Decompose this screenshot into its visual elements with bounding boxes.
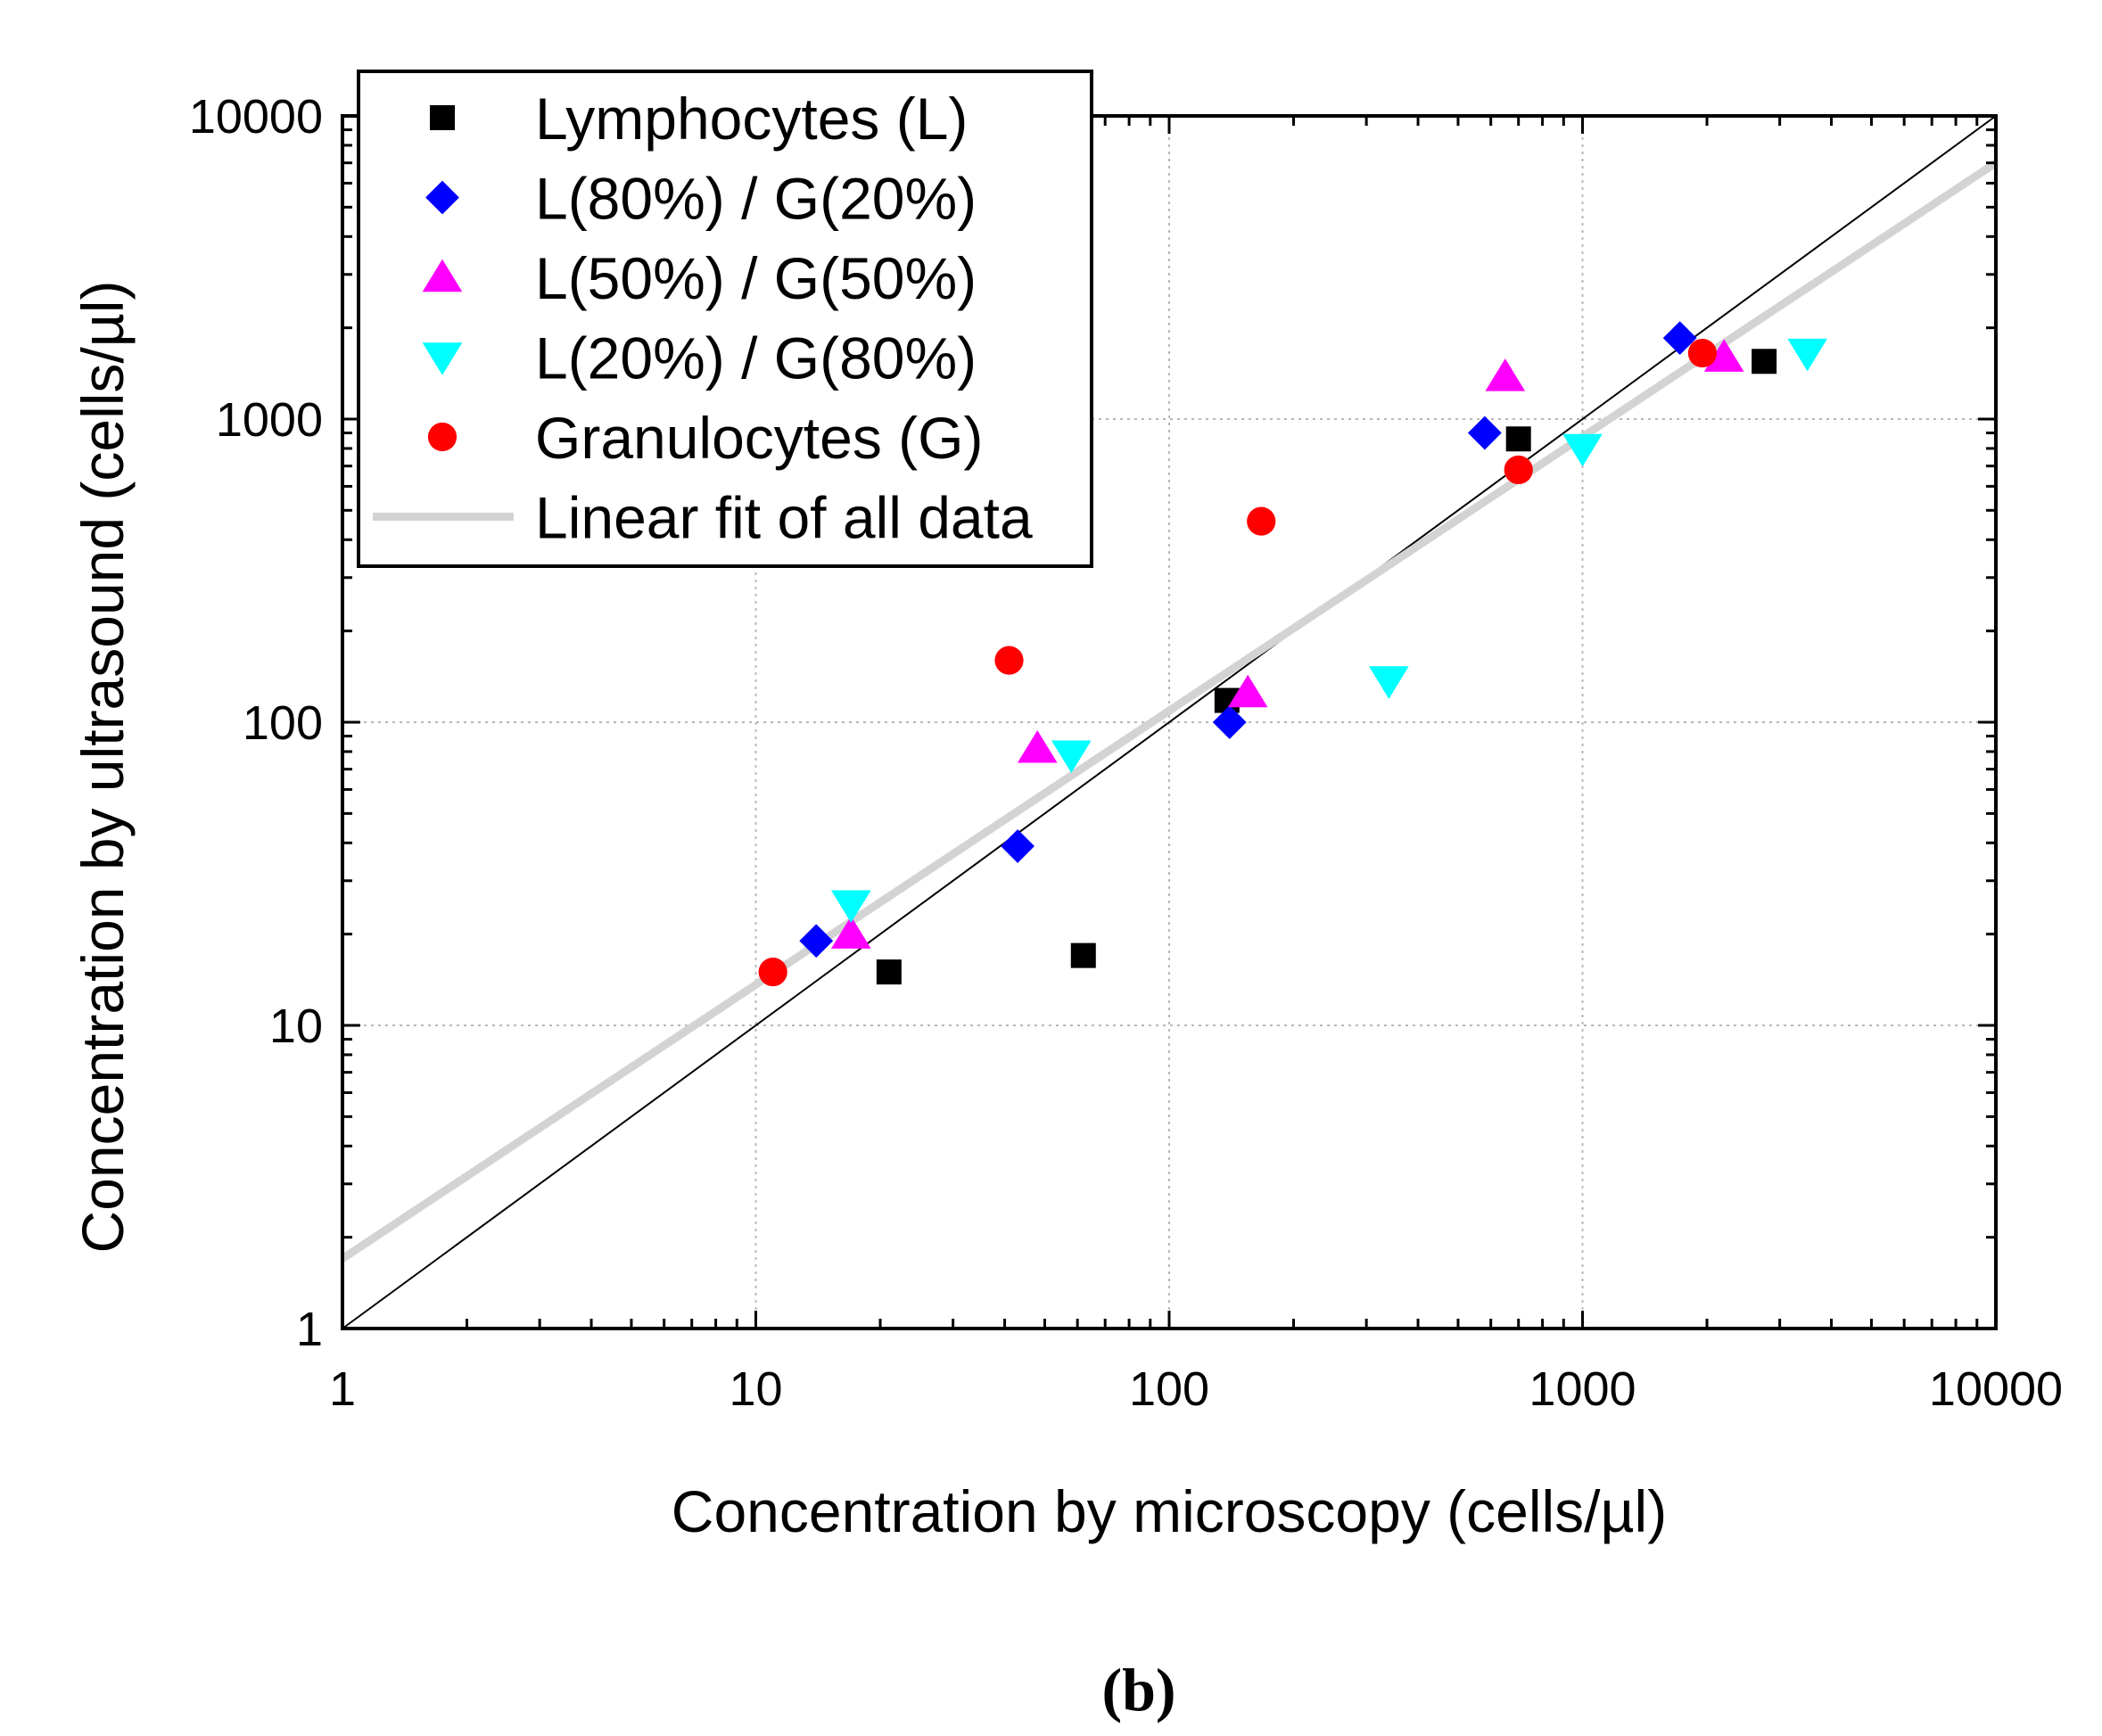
data-point-square — [1505, 426, 1531, 452]
y-tick-label: 10000 — [189, 90, 323, 144]
data-point-triangle-up — [1485, 358, 1526, 391]
legend-label: L(80%) / G(20%) — [535, 166, 977, 232]
x-tick-label: 100 — [1129, 1362, 1209, 1416]
data-point-diamond — [1212, 705, 1247, 739]
axis-ticks — [341, 116, 1996, 1330]
legend-label: Linear fit of all data — [535, 485, 1033, 551]
data-point-square — [876, 959, 902, 985]
data-point-square — [1070, 942, 1096, 968]
y-tick-label: 10 — [269, 1000, 323, 1053]
identity-line — [342, 115, 1997, 1329]
legend-marker-square — [430, 105, 455, 130]
data-point-circle — [994, 646, 1024, 675]
legend-marker-triangle-up — [422, 259, 463, 292]
data-points — [758, 321, 1828, 987]
data-point-triangle-up — [1227, 674, 1268, 708]
legend-label: L(50%) / G(50%) — [535, 245, 977, 311]
data-point-square — [1752, 349, 1777, 374]
data-point-circle — [1687, 338, 1718, 368]
x-tick-label: 10000 — [1929, 1362, 2063, 1416]
legend-box — [357, 70, 1093, 568]
data-point-triangle-up — [1017, 730, 1058, 763]
data-point-diamond — [1662, 321, 1697, 356]
data-point-triangle-down — [1369, 666, 1409, 699]
data-point-diamond — [799, 924, 834, 959]
data-point-diamond — [1001, 829, 1035, 863]
data-point-triangle-down — [1787, 338, 1828, 372]
legend-marker-diamond — [425, 180, 459, 215]
x-axis-label: Concentration by microscopy (cells/µl) — [672, 1478, 1667, 1544]
tick-labels: 1 10 100 1000 10000 1 10 100 1000 10000 — [189, 90, 2063, 1416]
y-tick-label: 1000 — [216, 393, 323, 447]
data-point-triangle-down — [1562, 433, 1603, 467]
data-point-circle — [1247, 506, 1276, 536]
data-point-triangle-down — [830, 890, 871, 924]
identity-line-group — [342, 115, 1997, 1329]
x-tick-label: 1000 — [1529, 1362, 1636, 1416]
y-tick-label: 100 — [243, 696, 323, 750]
legend-marker-circle — [427, 422, 457, 452]
data-point-diamond — [1467, 415, 1502, 450]
legend-marker-triangle-down — [422, 342, 463, 375]
x-tick-label: 1 — [329, 1362, 356, 1416]
y-axis-label: Concentration by ultrasound (cells/µl) — [70, 281, 136, 1254]
y-tick-label: 1 — [296, 1303, 323, 1356]
figure-caption: (b) — [1101, 1656, 1175, 1724]
data-point-triangle-up — [1703, 339, 1744, 372]
data-point-circle — [1504, 455, 1533, 485]
legend: Lymphocytes (L) L(80%) / G(20%) L(50%) / G… — [357, 70, 1093, 568]
x-tick-label: 10 — [729, 1362, 782, 1416]
legend-label: L(20%) / G(80%) — [535, 325, 977, 391]
data-point-triangle-up — [830, 916, 871, 949]
legend-label: Lymphocytes (L) — [535, 86, 968, 152]
data-point-circle — [758, 958, 787, 987]
legend-label: Granulocytes (G) — [535, 405, 983, 471]
data-point-triangle-down — [1051, 740, 1092, 773]
